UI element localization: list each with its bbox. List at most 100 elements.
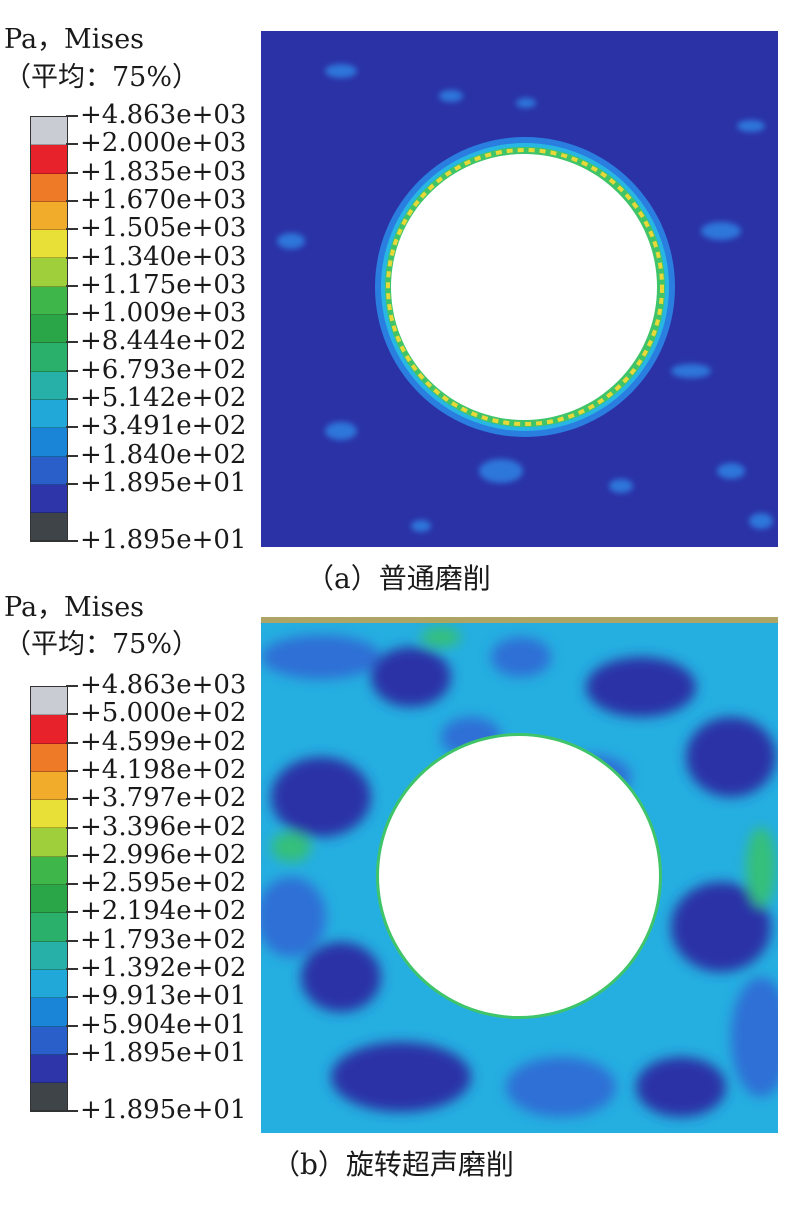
legend-tick-label: +6.793e+02 xyxy=(80,354,247,385)
legend-tick xyxy=(66,1109,78,1112)
legend-title-b: Pa，Mises xyxy=(4,592,145,623)
stress-patch xyxy=(731,977,778,1097)
legend-swatch xyxy=(31,828,67,857)
legend-swatch xyxy=(31,1026,67,1055)
legend-tick xyxy=(66,911,78,914)
legend-tick-label: +1.175e+03 xyxy=(80,269,247,300)
legend-tick-label: +1.895e+01 xyxy=(80,1094,247,1125)
legend-tick-label: +2.194e+02 xyxy=(80,896,247,927)
legend-tick xyxy=(66,539,78,542)
stress-patch xyxy=(439,90,463,102)
legend-tick xyxy=(66,741,78,744)
stress-patch xyxy=(325,422,357,440)
legend-tick-label: +9.913e+01 xyxy=(80,981,247,1012)
legend-tick xyxy=(66,171,78,174)
legend-swatch xyxy=(31,428,67,457)
legend-swatch xyxy=(31,771,67,801)
stress-patch xyxy=(491,637,551,677)
legend-tick-label: +1.840e+02 xyxy=(80,439,247,470)
legend-tick xyxy=(66,256,78,259)
legend-swatch xyxy=(31,998,67,1027)
stress-patch xyxy=(506,1057,616,1117)
legend-tick xyxy=(66,883,78,886)
legend-tick-label: +5.142e+02 xyxy=(80,383,247,413)
legend-tick xyxy=(66,713,78,716)
legend-swatch xyxy=(31,315,67,344)
legend-tick-label: +4.863e+03 xyxy=(80,670,247,700)
legend-tick xyxy=(66,968,78,970)
stress-patch xyxy=(479,459,523,483)
legend-tick xyxy=(66,1024,78,1027)
stress-patch xyxy=(686,717,776,797)
legend-swatch xyxy=(31,399,67,429)
legend-swatch xyxy=(31,117,67,146)
hole xyxy=(391,154,657,420)
legend-tick xyxy=(66,939,78,942)
legend-swatch xyxy=(31,743,67,772)
legend-tick xyxy=(66,398,78,400)
legend-tick-label: +2.996e+02 xyxy=(80,839,247,870)
legend-tick xyxy=(66,228,78,231)
legend-tick xyxy=(66,798,78,801)
legend-tick-label: +3.797e+02 xyxy=(80,783,247,814)
stress-patch xyxy=(701,222,741,240)
legend-tick xyxy=(66,115,78,117)
stress-patch xyxy=(749,513,773,529)
legend-swatch xyxy=(31,343,67,372)
stress-patch xyxy=(371,647,451,707)
legend-swatch xyxy=(31,715,67,744)
legend-tick xyxy=(66,426,78,429)
legend-swatch xyxy=(31,258,67,287)
legend-tick xyxy=(66,341,78,344)
legend-subtitle-a: （平均：75%） xyxy=(4,62,200,93)
stress-patch xyxy=(586,657,696,717)
legend-swatch xyxy=(31,1054,67,1084)
legend-tick-label: +1.835e+03 xyxy=(80,156,247,187)
legend-swatch xyxy=(31,201,67,231)
stress-plot-b xyxy=(261,617,778,1133)
stress-patch xyxy=(516,98,536,108)
stress-patch xyxy=(271,757,371,837)
legend-title-a: Pa，Mises xyxy=(4,24,145,55)
legend-tick xyxy=(66,685,78,687)
legend-tick-label: +1.895e+01 xyxy=(80,1037,247,1068)
legend-swatch xyxy=(31,969,67,999)
legend-swatch xyxy=(31,913,67,942)
legend-swatch xyxy=(31,856,67,886)
legend-tick xyxy=(66,143,78,146)
stress-patch xyxy=(421,627,461,647)
hole-edge-yellow xyxy=(386,148,664,426)
legend-tick-label: +1.505e+03 xyxy=(80,213,247,244)
stress-patch xyxy=(261,877,326,957)
legend-tick xyxy=(66,369,78,372)
legend-swatch xyxy=(31,286,67,316)
legend-tick-label: +4.599e+02 xyxy=(80,726,247,757)
stress-patch xyxy=(636,1057,726,1117)
legend-tick xyxy=(66,199,78,202)
stress-patch xyxy=(411,520,431,532)
legend-swatch xyxy=(31,1083,67,1112)
legend-tick-label: +5.904e+01 xyxy=(80,1009,247,1040)
stress-patch xyxy=(737,120,765,132)
legend-swatch xyxy=(31,687,67,716)
legend-swatch xyxy=(31,800,67,829)
legend-tick-label: +1.895e+01 xyxy=(80,524,247,555)
stress-patch xyxy=(301,942,381,1012)
legend-tick xyxy=(66,996,78,999)
legend-swatch xyxy=(31,145,67,174)
edge-band xyxy=(261,617,778,623)
stress-plot-a xyxy=(261,31,778,547)
stress-patch xyxy=(325,64,357,78)
legend-swatch xyxy=(31,513,67,542)
legend-swatch xyxy=(31,456,67,485)
legend-tick-label: +1.670e+03 xyxy=(80,184,247,215)
stress-patch xyxy=(609,479,633,493)
stress-patch xyxy=(271,832,311,862)
stress-patch xyxy=(261,635,381,679)
legend-swatch xyxy=(31,230,67,259)
legend-swatch xyxy=(31,371,67,400)
stress-patch xyxy=(717,463,745,479)
stress-patch xyxy=(746,827,776,907)
legend-tick-label: +1.340e+03 xyxy=(80,241,247,272)
legend-tick-label: +1.392e+02 xyxy=(80,953,247,983)
